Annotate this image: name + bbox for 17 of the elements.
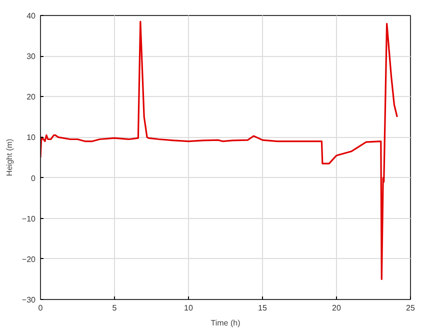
y-tick-label: −20: [22, 254, 36, 264]
y-tick-label: 40: [26, 12, 36, 20]
y-tick-label: −10: [22, 214, 36, 224]
x-tick-label: 10: [184, 304, 194, 312]
y-tick-label: 10: [26, 133, 36, 142]
y-tick-label: 20: [26, 92, 36, 102]
x-tick-label: 25: [406, 304, 416, 312]
x-tick-label: 20: [332, 304, 342, 312]
x-axis-title: Time (h): [210, 318, 241, 328]
x-tick-label: 0: [38, 304, 44, 312]
y-tick-label: 0: [31, 174, 36, 183]
line-series: [40, 20, 398, 280]
x-tick-label: 15: [258, 304, 268, 312]
y-tick-label: −30: [22, 296, 36, 304]
y-tick-label: 30: [26, 52, 36, 62]
y-axis-title: Height (m): [4, 138, 14, 176]
x-tick-label: 5: [112, 304, 118, 312]
